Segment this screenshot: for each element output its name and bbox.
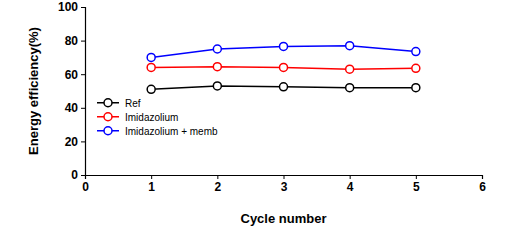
tick-mark — [284, 175, 285, 179]
tick-label: 6 — [479, 180, 486, 194]
tick-label: 2 — [214, 180, 221, 194]
marker — [346, 84, 354, 92]
legend-marker — [104, 99, 112, 107]
tick-label: 60 — [65, 68, 79, 82]
marker — [213, 63, 221, 71]
tick-mark — [81, 141, 85, 142]
marker — [147, 63, 155, 71]
marker — [147, 53, 155, 61]
axis-line — [81, 8, 86, 176]
tick: 1 — [148, 175, 155, 194]
tick: 20 — [65, 135, 85, 149]
marker — [412, 48, 420, 56]
tick-mark — [81, 175, 85, 176]
plot: 0123456020406080100RefImidazoliumImidazo… — [58, 0, 486, 193]
marker — [213, 82, 221, 90]
marker — [280, 63, 288, 71]
tick: 60 — [65, 68, 85, 82]
axis-line — [86, 176, 483, 180]
tick: 2 — [214, 175, 221, 194]
marker — [412, 84, 420, 92]
tick-label: 0 — [71, 168, 78, 182]
marker — [147, 85, 155, 93]
tick: 3 — [281, 175, 288, 194]
y-axis: 0 20 40 60 80 100 — [58, 0, 86, 182]
tick: 0 — [71, 168, 85, 182]
marker — [213, 45, 221, 53]
tick: 80 — [65, 34, 85, 48]
legend-item: Imidazolium + memb — [97, 126, 218, 137]
tick-mark — [151, 175, 152, 179]
legend-item: Imidazolium — [97, 112, 178, 123]
legend-marker — [104, 127, 112, 135]
tick-label: 100 — [58, 0, 78, 14]
marker — [412, 64, 420, 72]
data-layer — [147, 42, 420, 94]
chart: 0123456020406080100RefImidazoliumImidazo… — [0, 0, 508, 238]
tick: 6 — [479, 175, 486, 194]
marker — [280, 42, 288, 50]
tick: 100 — [58, 0, 85, 14]
tick: 5 — [413, 175, 420, 194]
legend-item: Ref — [97, 98, 141, 109]
tick-label: 4 — [347, 180, 354, 194]
tick-label: 20 — [65, 135, 79, 149]
y-axis-title: Energy efficiency(%) — [26, 27, 41, 155]
tick-mark — [81, 74, 85, 75]
tick-mark — [81, 41, 85, 42]
tick-mark — [350, 175, 351, 179]
tick-mark — [81, 108, 85, 109]
tick: 40 — [65, 101, 85, 115]
legend: Ref Imidazolium Imidazolium + memb — [97, 98, 218, 137]
tick-mark — [81, 7, 85, 8]
tick-label: 1 — [148, 180, 155, 194]
tick-label: 80 — [65, 34, 79, 48]
legend-label: Ref — [125, 98, 141, 109]
tick-label: 5 — [413, 180, 420, 194]
marker — [346, 42, 354, 50]
x-axis: 0 1 2 3 4 5 6 — [82, 175, 486, 194]
marker — [280, 83, 288, 91]
tick-label: 0 — [82, 180, 89, 194]
tick-mark — [482, 175, 483, 179]
legend-label: Imidazolium — [125, 112, 178, 123]
tick: 4 — [347, 175, 354, 194]
tick-mark — [416, 175, 417, 179]
x-axis-title: Cycle number — [241, 211, 327, 226]
tick-label: 40 — [65, 101, 79, 115]
tick: 0 — [82, 175, 89, 194]
tick-label: 3 — [281, 180, 288, 194]
tick-mark — [217, 175, 218, 179]
legend-marker — [104, 113, 112, 121]
marker — [346, 65, 354, 73]
legend-label: Imidazolium + memb — [125, 126, 218, 137]
